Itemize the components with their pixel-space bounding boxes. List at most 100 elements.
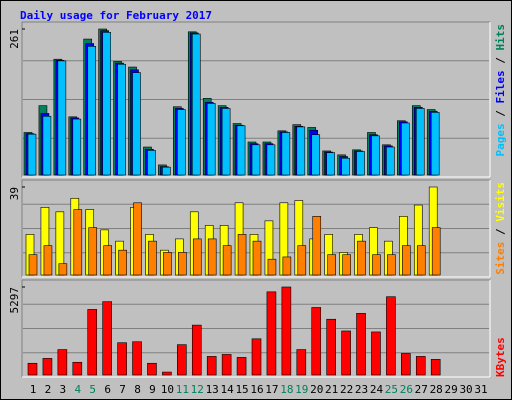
bar	[222, 245, 232, 276]
bar	[296, 349, 307, 376]
bar	[191, 33, 201, 176]
legend-entry: Sites	[494, 242, 507, 275]
bar	[28, 254, 38, 276]
bar	[221, 354, 232, 376]
legend-entry: Pages	[494, 123, 507, 156]
bar	[341, 330, 351, 376]
y-tick-label: 39	[8, 187, 21, 200]
x-tick-label: 21	[325, 383, 338, 396]
bar	[207, 238, 217, 276]
bar	[372, 254, 381, 276]
bar	[252, 240, 262, 276]
x-tick-label: 25	[385, 383, 398, 396]
x-tick-label: 26	[400, 383, 413, 396]
bar	[42, 358, 53, 376]
chart-title: Daily usage for February 2017	[20, 9, 212, 22]
bar	[102, 301, 112, 376]
bar	[356, 151, 365, 176]
x-tick-label: 13	[206, 383, 219, 396]
bar	[341, 157, 350, 176]
bar	[118, 249, 127, 276]
x-tick-label: 30	[459, 383, 472, 396]
x-tick-label: 31	[474, 383, 487, 396]
bar	[282, 256, 292, 276]
x-tick-label: 2	[45, 383, 52, 396]
bar	[177, 109, 186, 176]
bar	[311, 307, 322, 376]
x-tick-label: 18	[280, 383, 293, 396]
bar	[342, 254, 351, 276]
x-tick-label: 15	[235, 383, 248, 396]
bar	[178, 252, 187, 276]
bar	[267, 258, 277, 276]
bar	[87, 309, 98, 376]
bar	[327, 254, 336, 276]
bar	[117, 63, 126, 176]
bar	[27, 362, 38, 376]
x-tick-label: 7	[119, 383, 126, 396]
x-tick-label: 23	[355, 383, 368, 396]
legend-separator: /	[494, 222, 507, 242]
x-tick-label: 6	[104, 383, 111, 396]
x-tick-label: 22	[340, 383, 353, 396]
x-tick-label: 29	[445, 383, 458, 396]
bar	[266, 144, 276, 176]
bar	[401, 122, 410, 176]
x-tick-label: 16	[250, 383, 263, 396]
bar	[386, 146, 395, 176]
bar	[415, 356, 426, 376]
bar	[148, 240, 157, 276]
x-tick-label: 12	[191, 383, 204, 396]
bar	[177, 344, 187, 376]
bar	[43, 245, 53, 276]
bar	[58, 263, 68, 276]
legend-entry: Hits	[494, 24, 507, 51]
legend: Pages / Files / Hits	[494, 24, 507, 157]
bar	[387, 254, 396, 276]
bar	[296, 126, 306, 176]
bar	[162, 166, 171, 176]
bar	[192, 238, 202, 276]
bar	[356, 313, 366, 376]
legend-entry: Files	[494, 70, 507, 103]
bar	[102, 32, 111, 176]
bar	[162, 371, 172, 376]
bar	[415, 108, 425, 176]
bar	[266, 291, 277, 376]
bar	[281, 132, 291, 176]
x-tick-label: 4	[74, 383, 81, 396]
bar	[430, 112, 440, 176]
legend-separator: /	[494, 104, 507, 124]
bar	[206, 103, 216, 176]
bar	[42, 115, 52, 176]
bar	[386, 296, 396, 376]
x-tick-label: 9	[149, 383, 156, 396]
bar	[103, 245, 112, 276]
x-tick-label: 28	[430, 383, 443, 396]
bar	[297, 245, 307, 276]
x-tick-label: 5	[89, 383, 96, 396]
bar	[311, 134, 321, 176]
bar	[402, 245, 411, 276]
bar	[237, 234, 247, 276]
bar	[117, 342, 127, 376]
legend-entry: KBytes	[494, 337, 507, 377]
bar	[221, 108, 231, 176]
x-tick-label: 27	[415, 383, 428, 396]
bar	[251, 144, 261, 176]
bar	[133, 202, 142, 276]
legend: Sites / Visits	[494, 182, 507, 275]
x-tick-label: 17	[265, 383, 278, 396]
x-tick-label: 19	[295, 383, 308, 396]
bar	[87, 46, 97, 176]
x-tick-label: 8	[134, 383, 141, 396]
bar	[401, 353, 411, 376]
y-tick-label: 261	[8, 29, 21, 49]
bar	[191, 324, 202, 376]
bar	[73, 209, 83, 276]
bar	[72, 118, 82, 176]
legend: KBytes	[494, 337, 507, 377]
bar	[206, 356, 217, 376]
bar	[236, 125, 246, 176]
